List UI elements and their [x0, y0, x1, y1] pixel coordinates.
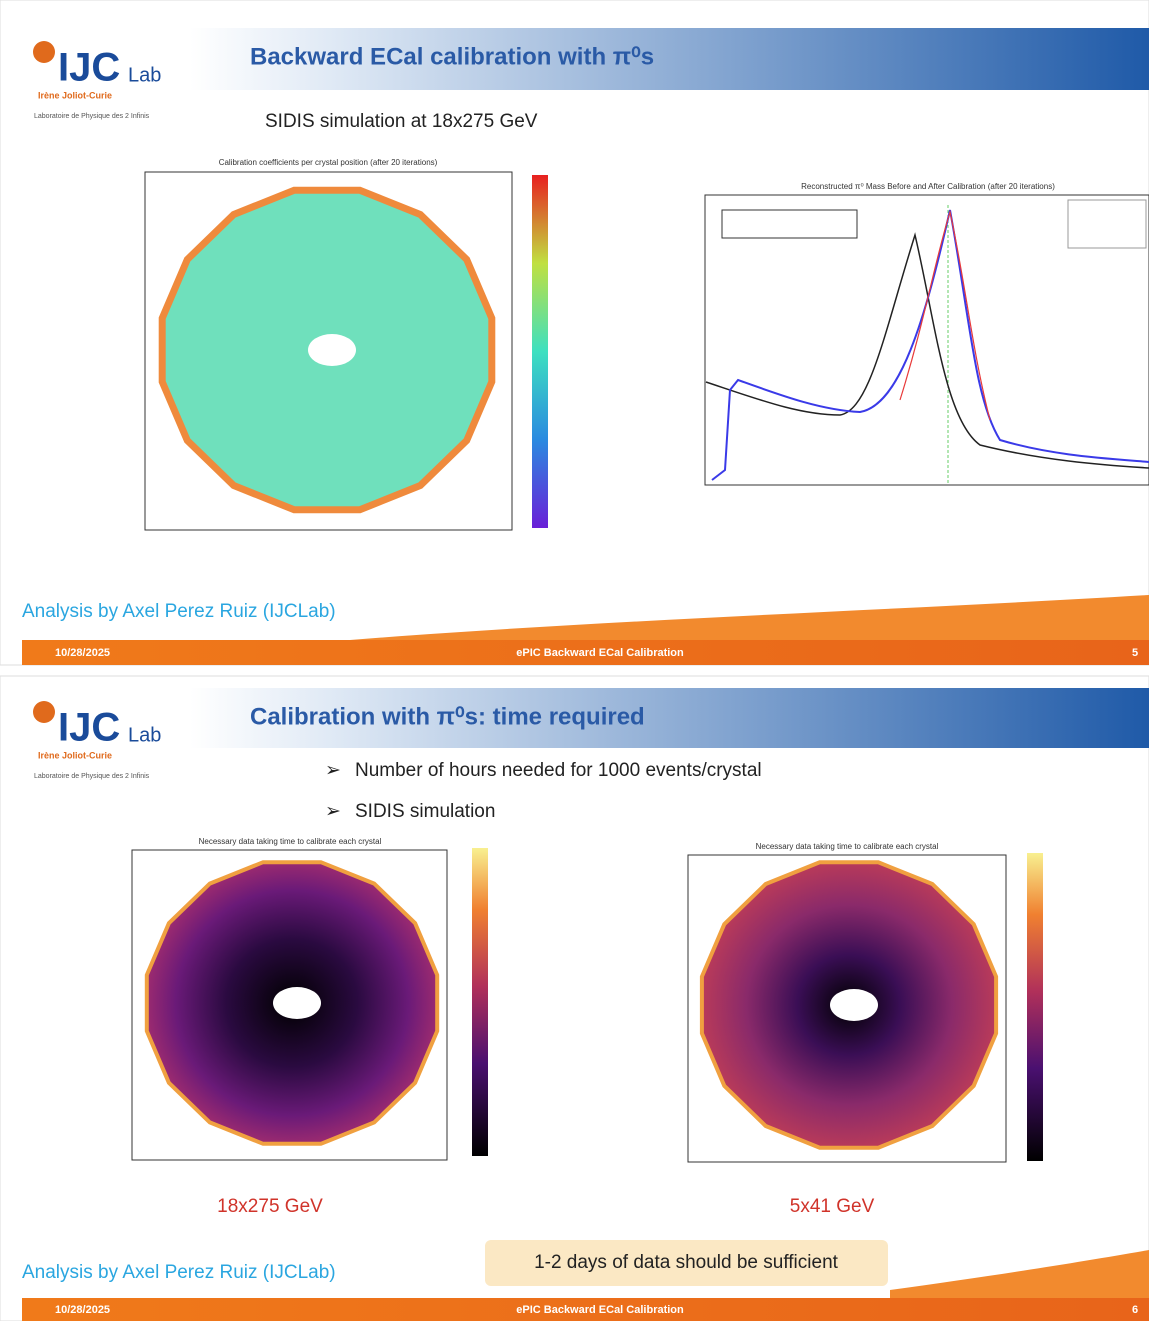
bullet-mark: ➢: [325, 801, 341, 822]
bullet: Number of hours needed for 1000 events/c…: [355, 760, 762, 781]
logo-icon: [33, 41, 55, 63]
beam-hole: [308, 334, 356, 366]
header-band: [190, 28, 1149, 90]
footer-page: 5: [1132, 647, 1138, 659]
bullet: SIDIS simulation: [355, 801, 495, 822]
logo-tagline: Laboratoire de Physique des 2 Infinis: [34, 773, 150, 780]
colorbar: [532, 175, 548, 528]
figure-caption: 5x41 GeV: [790, 1196, 875, 1217]
footer-bar: [22, 640, 1149, 665]
curve-fit: [899, 209, 991, 421]
logo-name: IJC: [58, 706, 120, 750]
figure-caption: 18x275 GeV: [217, 1196, 323, 1217]
credit: Analysis by Axel Perez Ruiz (IJCLab): [22, 1262, 336, 1283]
beam-hole: [830, 989, 878, 1021]
logo-suffix: Lab: [128, 64, 161, 86]
footer-date: 10/28/2025: [55, 1304, 110, 1316]
logo-institute: Irène Joliot-Curie: [38, 90, 112, 100]
legend-box: [1067, 199, 1147, 249]
slide-title: Backward ECal calibration with π⁰s: [250, 43, 654, 70]
subtitle: SIDIS simulation at 18x275 GeV: [265, 111, 538, 132]
footer-date: 10/28/2025: [55, 647, 110, 659]
figure-title: Reconstructed π⁰ Mass Before and After C…: [801, 182, 1055, 191]
logo-suffix: Lab: [128, 724, 161, 746]
logo-tagline: Laboratoire de Physique des 2 Infinis: [34, 113, 150, 120]
slide: IJC Lab Irène Joliot-Curie Laboratoire d…: [0, 0, 1149, 666]
footer-swoosh: [350, 595, 1149, 640]
footer-swoosh: [890, 1250, 1149, 1298]
header-band: [190, 688, 1149, 748]
curve-raw: [705, 232, 1149, 469]
note: 1-2 days of data should be sufficient: [534, 1252, 839, 1273]
colorbar: [1027, 853, 1043, 1161]
beam-hole: [273, 987, 321, 1019]
figure-title: Necessary data taking time to calibrate …: [199, 837, 382, 846]
footer-page: 6: [1132, 1304, 1138, 1316]
footer-title: ePIC Backward ECal Calibration: [516, 647, 684, 659]
figure-title: Necessary data taking time to calibrate …: [756, 842, 939, 851]
credit: Analysis by Axel Perez Ruiz (IJCLab): [22, 601, 336, 622]
fit-box: [721, 209, 858, 239]
slide-title: Calibration with π⁰s: time required: [250, 703, 645, 730]
logo-name: IJC: [58, 46, 120, 90]
footer-bar: [22, 1298, 1149, 1321]
logo-icon: [33, 701, 55, 723]
bullet-mark: ➢: [325, 760, 341, 781]
footer-title: ePIC Backward ECal Calibration: [516, 1304, 684, 1316]
note-box: [485, 1240, 888, 1286]
logo-institute: Irène Joliot-Curie: [38, 750, 112, 760]
colorbar: [472, 848, 488, 1156]
figure-title: Calibration coefficients per crystal pos…: [219, 158, 438, 167]
